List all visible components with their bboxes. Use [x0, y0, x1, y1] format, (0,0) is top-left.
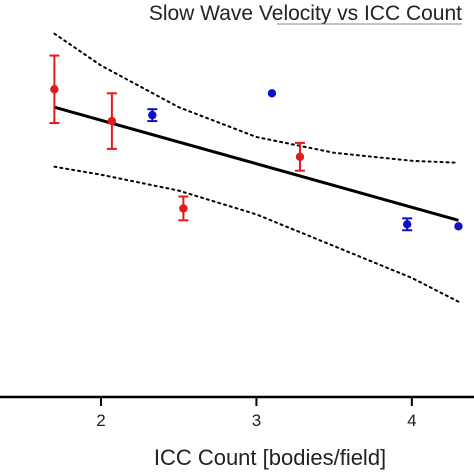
fit-line — [53, 105, 459, 222]
fit-line-group — [53, 105, 459, 222]
chart-title: Slow Wave Velocity vs ICC Count — [149, 2, 462, 25]
confidence-band-lower — [53, 165, 460, 303]
data-point-s1-0 — [148, 110, 157, 120]
data-point-s0-0 — [50, 85, 59, 94]
x-tick-label: 3 — [252, 411, 261, 430]
data-point-s0-1 — [107, 116, 117, 126]
x-tick-label: 4 — [407, 411, 416, 430]
data-point-s1-2 — [402, 220, 412, 229]
confidence-band-upper — [53, 32, 460, 164]
x-axis-label: ICC Count [bodies/field] — [154, 445, 386, 470]
data-point-s1-3 — [454, 222, 463, 231]
x-ticks: 2 3 4 — [96, 397, 417, 430]
confidence-band — [53, 32, 460, 303]
data-point-s0-3 — [295, 152, 305, 162]
data-point-s0-2 — [179, 204, 188, 213]
data-points — [49, 54, 463, 232]
x-tick-label: 2 — [96, 411, 105, 430]
data-point-s1-1 — [267, 89, 277, 98]
